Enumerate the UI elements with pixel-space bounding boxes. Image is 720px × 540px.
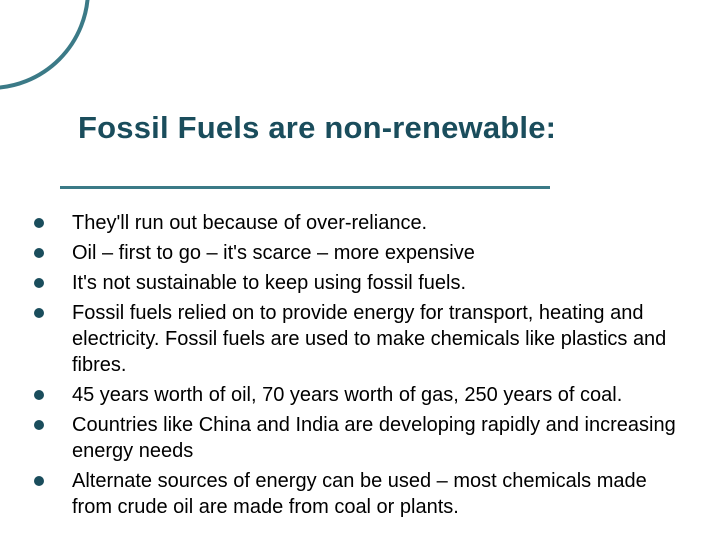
bullet-icon xyxy=(34,420,44,430)
bullet-icon xyxy=(34,278,44,288)
bullet-icon xyxy=(34,218,44,228)
bullet-text: Alternate sources of energy can be used … xyxy=(72,468,684,520)
bullet-icon xyxy=(34,476,44,486)
bullet-list: They'll run out because of over-reliance… xyxy=(34,210,684,524)
bullet-text: It's not sustainable to keep using fossi… xyxy=(72,270,684,296)
list-item: Oil – first to go – it's scarce – more e… xyxy=(34,240,684,266)
bullet-text: 45 years worth of oil, 70 years worth of… xyxy=(72,382,684,408)
list-item: They'll run out because of over-reliance… xyxy=(34,210,684,236)
title-underline xyxy=(60,186,550,189)
list-item: Alternate sources of energy can be used … xyxy=(34,468,684,520)
bullet-text: Countries like China and India are devel… xyxy=(72,412,684,464)
list-item: It's not sustainable to keep using fossi… xyxy=(34,270,684,296)
title-block: Fossil Fuels are non-renewable: xyxy=(78,110,653,189)
bullet-text: Oil – first to go – it's scarce – more e… xyxy=(72,240,684,266)
bullet-icon xyxy=(34,308,44,318)
bullet-text: Fossil fuels relied on to provide energy… xyxy=(72,300,684,378)
bullet-icon xyxy=(34,248,44,258)
bullet-text: They'll run out because of over-reliance… xyxy=(72,210,684,236)
list-item: Countries like China and India are devel… xyxy=(34,412,684,464)
list-item: 45 years worth of oil, 70 years worth of… xyxy=(34,382,684,408)
list-item: Fossil fuels relied on to provide energy… xyxy=(34,300,684,378)
corner-arc-decoration xyxy=(0,0,90,90)
slide-title: Fossil Fuels are non-renewable: xyxy=(78,110,653,146)
bullet-icon xyxy=(34,390,44,400)
